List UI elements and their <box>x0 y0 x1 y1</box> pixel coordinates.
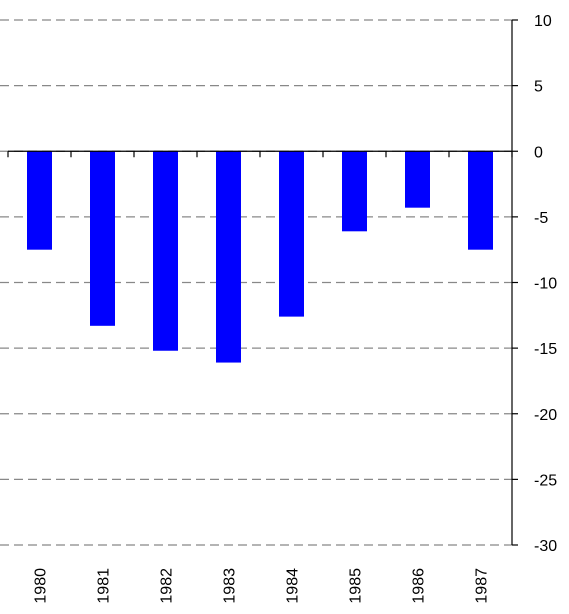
x-tick-label: 1982 <box>159 568 176 604</box>
y-tick-label: 10 <box>534 13 552 30</box>
y-tick-label: -30 <box>534 538 557 555</box>
x-tick-label: 1981 <box>96 568 113 604</box>
bar <box>342 151 367 232</box>
y-tick-label: -25 <box>534 472 557 489</box>
bar <box>27 151 52 250</box>
bar <box>216 151 241 363</box>
x-tick-label: 1980 <box>33 568 50 604</box>
bar <box>279 151 304 317</box>
y-tick-label: -5 <box>534 210 548 227</box>
y-tick-label: 5 <box>534 79 543 96</box>
y-tick-label: -20 <box>534 407 557 424</box>
y-tick-label: -10 <box>534 276 557 293</box>
x-tick-label: 1987 <box>474 568 491 604</box>
x-tick-label: 1986 <box>411 568 428 604</box>
x-tick-label: 1984 <box>285 568 302 604</box>
y-tick-label: 0 <box>534 144 543 161</box>
bar <box>468 151 493 250</box>
x-tick-label: 1985 <box>348 568 365 604</box>
bar <box>153 151 178 351</box>
bar <box>90 151 115 326</box>
y-tick-label: -15 <box>534 341 557 358</box>
bar <box>405 151 430 208</box>
x-tick-label: 1983 <box>222 568 239 604</box>
